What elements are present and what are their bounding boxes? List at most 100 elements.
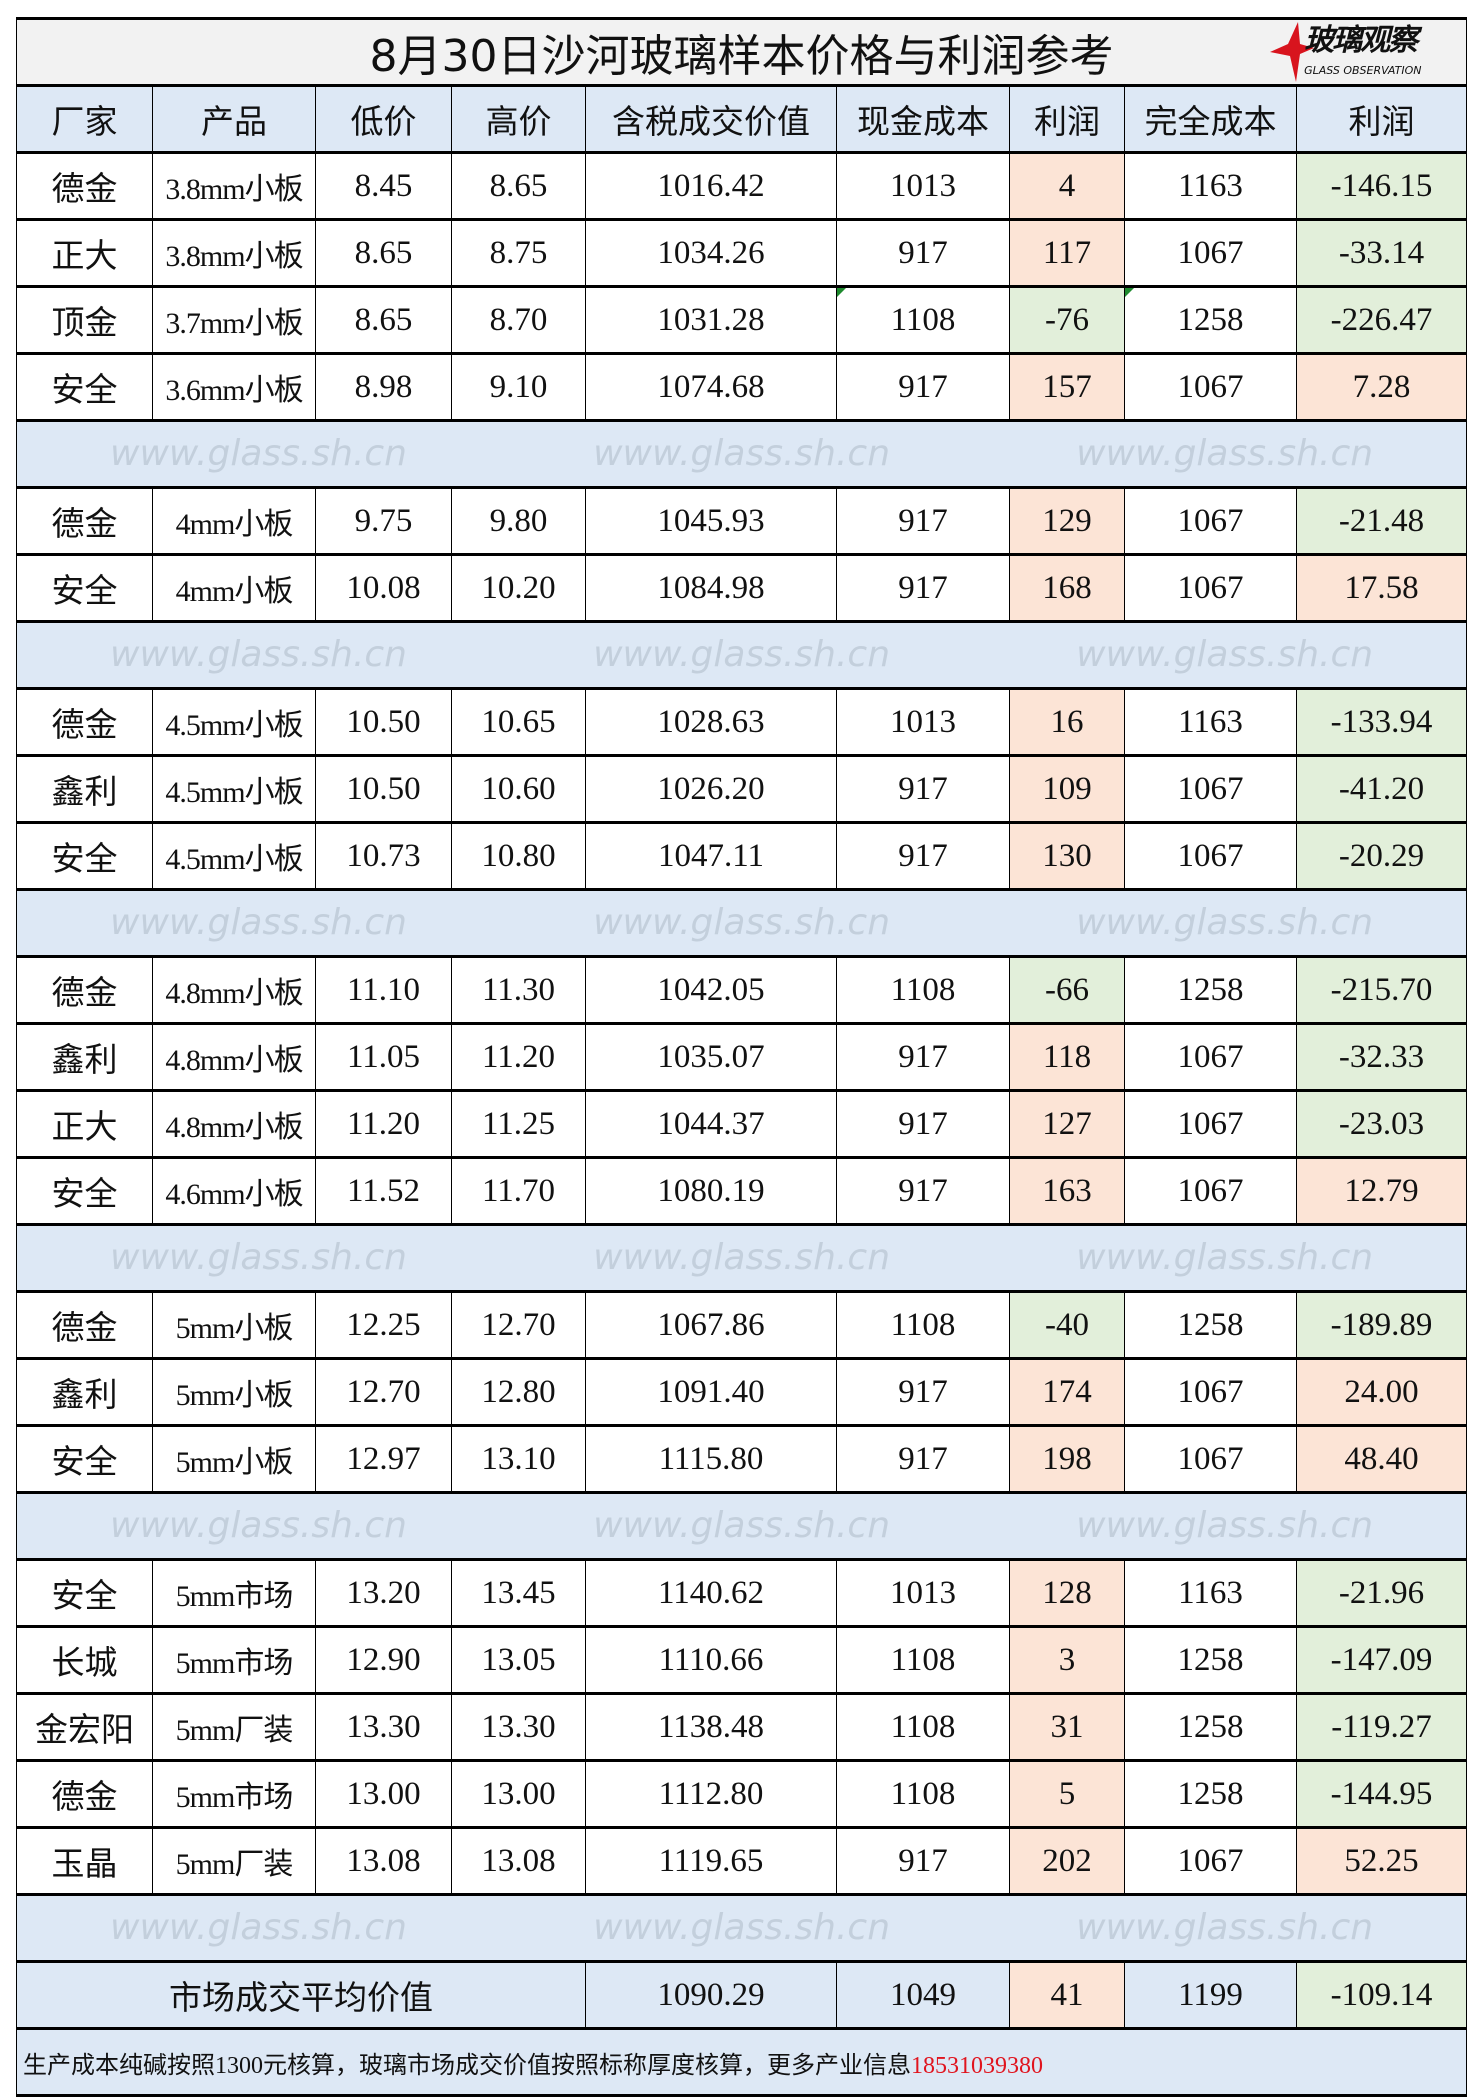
table-row: 鑫利 5mm小板 12.70 12.80 1091.40 917 174 1067 24.00 [16,1357,1468,1427]
watermark: www.glass.sh.cn [110,902,407,943]
average-full-cost-cell: 1199 [1124,1960,1297,2030]
product-cell: 4.5mm小板 [152,687,316,757]
spacer-cell: www.glass.sh.cn www.glass.sh.cn www.glass.… [15,1893,1468,1963]
full-profit-cell: -147.09 [1295,1625,1468,1695]
taxed-value-cell: 1044.37 [585,1089,837,1159]
cash-cost-cell: 1108 [836,955,1010,1025]
watermark: www.glass.sh.cn [593,1907,891,1948]
high-price-cell: 10.80 [451,821,586,891]
full-profit-cell: -21.48 [1295,486,1468,556]
table-row: 金宏阳 5mm厂装 13.30 13.30 1138.48 1108 31 1258 -119.… [16,1692,1468,1762]
logo: 玻璃观察 GLASS OBSERVATION [1270,22,1460,83]
spacer-row: www.glass.sh.cn www.glass.sh.cn www.glass.… [15,1491,1468,1561]
full-profit-cell: 7.28 [1295,352,1468,422]
watermark: www.glass.sh.cn [1076,1505,1374,1546]
product-cell: 5mm市场 [152,1759,316,1829]
high-price-cell: 12.70 [451,1290,586,1360]
table-row: 德金 4.8mm小板 11.10 11.30 1042.05 1108 -66 1258 -21… [16,955,1468,1025]
table-row: 德金 5mm小板 12.25 12.70 1067.86 1108 -40 1258 -189.… [16,1290,1468,1360]
cash-cost-cell: 1013 [836,151,1010,221]
product-cell: 4.6mm小板 [152,1156,316,1226]
watermark: www.glass.sh.cn [1076,634,1374,675]
high-price-cell: 8.75 [451,218,586,288]
cash-profit-cell: 4 [1009,151,1125,221]
full-profit-cell: -41.20 [1295,754,1468,824]
spacer-cell: www.glass.sh.cn www.glass.sh.cn www.glass.… [15,419,1468,489]
header-product: 产品 [152,84,316,154]
product-cell: 3.8mm小板 [152,218,316,288]
spacer-row: www.glass.sh.cn www.glass.sh.cn www.glass.… [15,1223,1468,1293]
taxed-value-cell: 1028.63 [585,687,837,757]
vendor-cell: 安全 [16,1156,153,1226]
spacer-cell: www.glass.sh.cn www.glass.sh.cn www.glass.… [15,620,1468,690]
low-price-cell: 11.20 [315,1089,452,1159]
error-indicator-icon [1125,289,1134,297]
vendor-cell: 德金 [16,1290,153,1360]
full-profit-cell: -32.33 [1295,1022,1468,1092]
full-cost-cell: 1258 [1124,285,1297,355]
vendor-cell: 德金 [16,955,153,1025]
product-cell: 3.7mm小板 [152,285,316,355]
watermark: www.glass.sh.cn [593,634,891,675]
table-row: 德金 5mm市场 13.00 13.00 1112.80 1108 5 1258 -144.95 [16,1759,1468,1829]
header-high-price: 高价 [451,84,586,154]
vendor-cell: 正大 [16,218,153,288]
page-title: 8月30日沙河玻璃样本价格与利润参考 [369,31,1114,82]
table-row: 鑫利 4.8mm小板 11.05 11.20 1035.07 917 118 1067 -32.… [16,1022,1468,1092]
high-price-cell: 11.70 [451,1156,586,1226]
watermark-strip: www.glass.sh.cn www.glass.sh.cn www.glass.… [18,1496,1466,1557]
logo-text-zh: 玻璃观察 [1304,23,1418,58]
average-label: 市场成交平均价值 [16,1960,586,2030]
watermark: www.glass.sh.cn [1076,1907,1374,1948]
watermark-strip: www.glass.sh.cn www.glass.sh.cn www.glass.… [18,424,1466,485]
vendor-cell: 安全 [16,1424,153,1494]
high-price-cell: 13.45 [451,1558,586,1628]
watermark: www.glass.sh.cn [110,1505,407,1546]
high-price-cell: 13.10 [451,1424,586,1494]
header-cash-profit: 利润 [1009,84,1125,154]
cash-profit-cell: -76 [1009,285,1125,355]
table-row: 正大 4.8mm小板 11.20 11.25 1044.37 917 127 1067 -23.… [16,1089,1468,1159]
product-cell: 3.6mm小板 [152,352,316,422]
full-profit-cell: 52.25 [1295,1826,1468,1896]
watermark-strip: www.glass.sh.cn www.glass.sh.cn www.glass.… [18,1228,1466,1289]
cash-profit-cell: 168 [1009,553,1125,623]
full-cost-cell: 1067 [1124,1089,1297,1159]
taxed-value-cell: 1074.68 [585,352,837,422]
cash-profit-cell: 3 [1009,1625,1125,1695]
price-profit-table: 8月30日沙河玻璃样本价格与利润参考 玻璃观察 GLASS OBSERVATIO… [15,17,1468,2097]
taxed-value-cell: 1034.26 [585,218,837,288]
full-cost-cell: 1163 [1124,687,1297,757]
cash-cost-cell: 1108 [836,1290,1010,1360]
product-cell: 4.8mm小板 [152,1089,316,1159]
vendor-cell: 安全 [16,553,153,623]
full-cost-cell: 1258 [1124,1692,1297,1762]
cash-cost-cell: 917 [836,1022,1010,1092]
taxed-value-cell: 1045.93 [585,486,837,556]
low-price-cell: 10.50 [315,754,452,824]
header-full-profit: 利润 [1295,84,1468,154]
full-cost-cell: 1067 [1124,754,1297,824]
cash-cost-cell: 1013 [836,1558,1010,1628]
high-price-cell: 10.60 [451,754,586,824]
cash-profit-cell: 202 [1009,1826,1125,1896]
table-row: 顶金 3.7mm小板 8.65 8.70 1031.28 1108 -76 1258 -226.… [16,285,1468,355]
table-row: 安全 5mm小板 12.97 13.10 1115.80 917 198 1067 48.40 [16,1424,1468,1494]
cash-cost-cell: 1108 [836,1692,1010,1762]
cash-cost-cell: 917 [836,1424,1010,1494]
high-price-cell: 8.70 [451,285,586,355]
cash-cost-cell: 1108 [836,285,1010,355]
high-price-cell: 13.00 [451,1759,586,1829]
cash-profit-cell: 5 [1009,1759,1125,1829]
product-cell: 5mm小板 [152,1290,316,1360]
vendor-cell: 德金 [16,687,153,757]
watermark-strip: www.glass.sh.cn www.glass.sh.cn www.glass.… [18,893,1466,954]
spacer-row: www.glass.sh.cn www.glass.sh.cn www.glass.… [15,1893,1468,1963]
product-cell: 4.8mm小板 [152,1022,316,1092]
low-price-cell: 8.45 [315,151,452,221]
full-cost-cell: 1067 [1124,352,1297,422]
cash-profit-cell: 16 [1009,687,1125,757]
footer-row: 生产成本纯碱按照1300元核算，玻璃市场成交价值按照标称厚度核算，更多产业信息1… [15,2027,1468,2097]
high-price-cell: 8.65 [451,151,586,221]
cash-profit-cell: 129 [1009,486,1125,556]
